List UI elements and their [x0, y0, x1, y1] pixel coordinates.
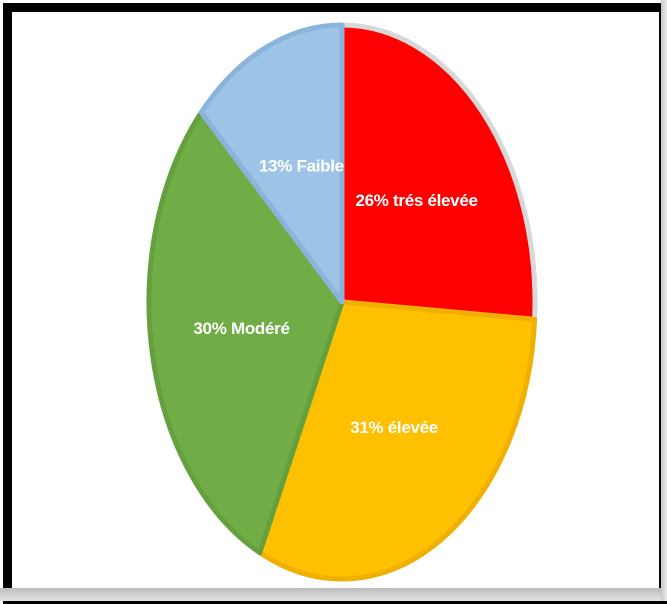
pie-slice-2 — [146, 109, 345, 556]
pie-slice-1 — [257, 299, 538, 582]
pie-slices — [146, 22, 538, 582]
pie-slice-3 — [198, 22, 345, 305]
frame-shadow-bottom — [0, 588, 667, 601]
frame-shadow-right — [661, 0, 667, 601]
pie-labels: 26% trés élevée 31% élevée 30% Modéré 13% F… — [193, 157, 478, 437]
pie-slice-label-3: 13% Faible — [259, 157, 344, 176]
pie-slice-0 — [339, 22, 538, 322]
pie-slice-label-2: 30% Modéré — [193, 319, 289, 338]
pie-slice-label-1: 31% élevée — [350, 418, 438, 437]
pie-slice-label-0: 26% trés élevée — [355, 191, 477, 210]
